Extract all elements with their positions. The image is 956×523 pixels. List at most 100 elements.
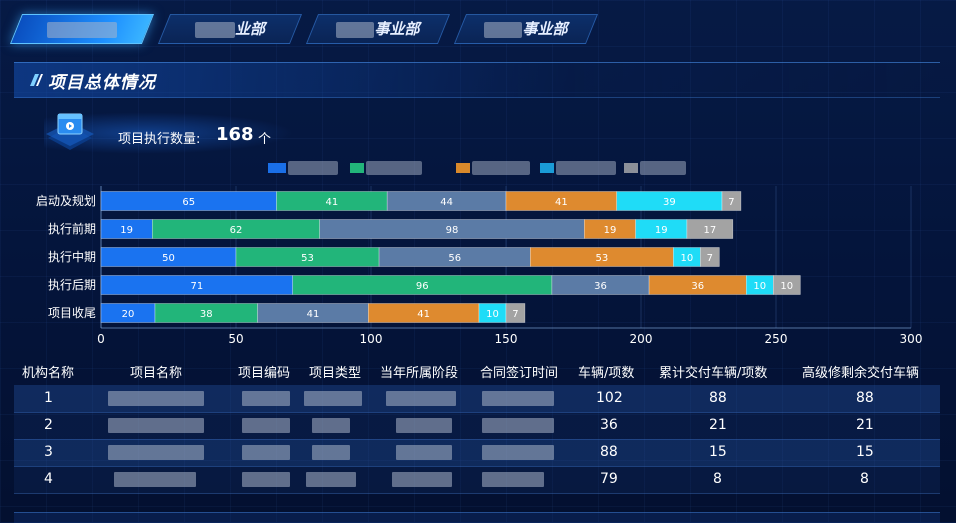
table-row[interactable]: 3 88 15 15: [14, 439, 940, 467]
next-section-edge: [14, 512, 940, 523]
category-label: 启动及规划: [36, 193, 96, 208]
bar-data-label: 10: [780, 281, 793, 292]
header-remaining: 高级修剩余交付车辆: [802, 366, 920, 381]
cell-project-name: [108, 391, 204, 406]
cell-project-code: [242, 472, 290, 487]
bar-data-label: 17: [703, 225, 716, 236]
legend-name-3: [472, 161, 530, 175]
stat-value: 168: [216, 124, 254, 145]
legend-name-5: [640, 161, 686, 175]
cell-delivered: 8: [713, 471, 722, 487]
bar-data-label: 20: [122, 309, 135, 320]
stacked-bar-chart: 0 50 100 150 200 250 300 启动及规划 65 41 44 41 39 7 执行前期 19…: [36, 186, 923, 346]
category-label: 执行中期: [48, 249, 96, 264]
bar-data-label: 98: [446, 225, 459, 236]
legend-name-1: [288, 161, 338, 175]
cell-contract-time: [482, 418, 554, 433]
bar-data-label: 19: [604, 225, 617, 236]
stat-unit: 个: [258, 132, 272, 147]
cell-no: 1: [44, 390, 53, 406]
tab-3-label: 事业部: [312, 14, 444, 44]
cell-project-type: [304, 391, 362, 406]
cell-remaining: 15: [856, 444, 874, 460]
x-tick-label: 200: [630, 332, 653, 346]
x-tick-label: 0: [97, 332, 105, 346]
cell-no: 4: [44, 471, 53, 487]
bar-segment: [686, 219, 734, 239]
cell-stage: [396, 418, 452, 433]
category-label: 执行前期: [48, 221, 96, 236]
cell-remaining: 8: [860, 471, 869, 487]
cell-delivered: 15: [709, 444, 727, 460]
bar-data-label: 56: [448, 253, 461, 264]
cell-project-code: [242, 445, 290, 460]
x-tick-label: 250: [765, 332, 788, 346]
stat-label: 项目执行数量:: [118, 132, 201, 147]
bar-data-label: 44: [440, 197, 453, 208]
bar-data-label: 65: [182, 197, 195, 208]
bar-data-label: 7: [512, 309, 518, 320]
header-vehicles: 车辆/项数: [578, 366, 635, 381]
category-label: 项目收尾: [48, 306, 96, 320]
cell-project-code: [242, 391, 290, 406]
table-row[interactable]: 2 36 21 21: [14, 412, 940, 440]
cell-contract-time: [482, 445, 554, 460]
table-header: 机构名称 项目名称 项目编码 项目类型 当年所属阶段 合同签订时间 车辆/项数 …: [14, 356, 940, 384]
cell-no: 3: [44, 444, 53, 460]
cell-vehicles: 79: [600, 471, 618, 487]
legend-name-2: [366, 161, 422, 175]
cell-contract-time: [482, 472, 544, 487]
legend-swatch-3: [456, 163, 470, 173]
bar-data-label: 39: [663, 197, 676, 208]
section-header: 项目总体情况: [14, 62, 940, 98]
legend-name-4: [556, 161, 616, 175]
cell-project-code: [242, 418, 290, 433]
cell-project-type: [312, 445, 350, 460]
bar-data-label: 10: [753, 281, 766, 292]
cell-vehicles: 88: [600, 444, 618, 460]
cell-project-name: [108, 445, 204, 460]
cell-stage: [396, 445, 452, 460]
cell-delivered: 88: [709, 390, 727, 406]
bar-segment: [772, 275, 801, 295]
tab-1-label: [16, 14, 148, 44]
bar-data-label: 41: [325, 197, 338, 208]
table-row[interactable]: 4 79 8 8: [14, 466, 940, 494]
cell-project-name: [114, 472, 196, 487]
x-tick-label: 150: [495, 332, 518, 346]
cell-vehicles: 36: [600, 417, 618, 433]
bar-data-label: 96: [416, 281, 429, 292]
bar-data-label: 53: [301, 253, 314, 264]
bar-data-label: 7: [707, 253, 713, 264]
bar-data-label: 36: [594, 281, 607, 292]
header-org: 机构名称: [22, 366, 75, 381]
bar-data-label: 41: [417, 309, 430, 320]
cell-stage: [392, 472, 452, 487]
x-tick-label: 300: [900, 332, 923, 346]
cell-remaining: 88: [856, 390, 874, 406]
bar-data-label: 19: [655, 225, 668, 236]
bar-data-label: 71: [190, 281, 203, 292]
bar-data-label: 41: [555, 197, 568, 208]
header-stage: 当年所属阶段: [380, 366, 459, 381]
bar-data-label: 10: [486, 309, 499, 320]
bar-data-label: 7: [728, 197, 734, 208]
header-project-type: 项目类型: [309, 366, 362, 381]
header-project-name: 项目名称: [130, 366, 183, 381]
bar-data-label: 41: [307, 309, 320, 320]
legend-swatch-5: [624, 163, 638, 173]
section-marker-icon: [30, 74, 43, 86]
cell-stage: [386, 391, 456, 406]
tab-2-label: 业部: [164, 14, 296, 44]
table-row[interactable]: 1 102 88 88: [14, 385, 940, 413]
bar-data-label: 50: [162, 253, 175, 264]
cell-remaining: 21: [856, 417, 874, 433]
category-label: 执行后期: [48, 278, 96, 292]
section-title: 项目总体情况: [48, 73, 156, 93]
x-tick-label: 100: [360, 332, 383, 346]
tab-4-label: 事业部: [460, 14, 592, 44]
cell-project-name: [108, 418, 204, 433]
cell-contract-time: [482, 391, 554, 406]
cell-project-type: [306, 472, 356, 487]
x-tick-label: 50: [228, 332, 243, 346]
